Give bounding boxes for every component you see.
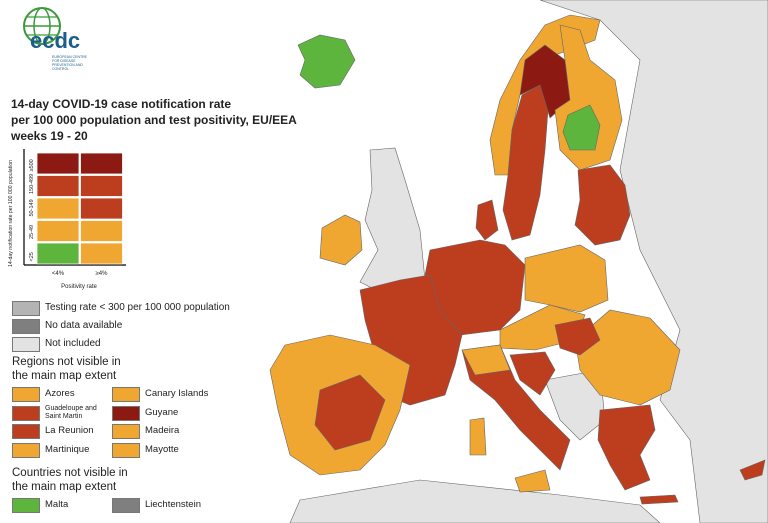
legend-label: Testing rate < 300 per 100 000 populatio… — [45, 302, 230, 313]
region-label: Madeira — [145, 425, 180, 436]
cyprus — [739, 459, 766, 481]
region-swatch — [12, 405, 40, 421]
region-label: La Reunion — [45, 425, 94, 436]
legend-panel: ecdc EUROPEAN CENTRE FOR DISEASE PREVENT… — [0, 0, 297, 523]
matrix: 14-day notification rate per 100 000 pop… — [8, 149, 126, 290]
row-label: 150-499 — [29, 174, 35, 194]
land-africa — [289, 479, 661, 523]
title-line: weeks 19 - 20 — [11, 129, 88, 143]
column-label: ≥4% — [96, 271, 109, 277]
crete — [639, 494, 679, 505]
region-label: Canary Islands — [145, 388, 209, 399]
croatia — [509, 351, 556, 396]
baltics — [574, 164, 631, 246]
legend-swatch — [12, 337, 40, 352]
title-line: per 100 000 population and test positivi… — [11, 113, 297, 127]
row-label: 25-49 — [29, 225, 35, 239]
sardinia — [469, 417, 487, 456]
region-swatch — [112, 442, 140, 458]
region-label: Martinique — [45, 443, 90, 455]
poland — [524, 244, 609, 313]
country-label: Malta — [45, 499, 69, 510]
legend-label: No data available — [45, 320, 123, 331]
region-label: Guadeloupe and Saint Martin — [45, 404, 97, 420]
row-label: 50-149 — [29, 199, 35, 216]
denmark — [475, 199, 499, 241]
row-label: <25 — [29, 252, 35, 261]
finland-centre — [562, 104, 601, 151]
matrix-x-label: Positivity rate — [61, 284, 97, 290]
romania — [574, 309, 681, 406]
matrix-cell — [80, 175, 123, 197]
logo-subtitle: EUROPEAN CENTRE FOR DISEASE PREVENTION A… — [52, 55, 88, 71]
matrix-cell — [36, 197, 80, 220]
matrix-cell — [36, 242, 80, 265]
greece — [597, 404, 656, 491]
ireland — [319, 214, 363, 266]
matrix-cell — [80, 220, 123, 242]
matrix-y-label: 14-day notification rate per 100 000 pop… — [8, 160, 14, 267]
iceland — [297, 34, 356, 89]
regions-heading: Regions not visible in the main map exte… — [12, 356, 121, 382]
region-swatch — [112, 424, 140, 439]
legend-swatch — [12, 319, 40, 334]
country-label: Liechtenstein — [145, 499, 201, 510]
italy-north — [461, 344, 511, 376]
matrix-cell — [80, 242, 123, 265]
matrix-cell — [80, 197, 123, 220]
matrix-cell — [36, 175, 80, 197]
matrix-cell — [36, 220, 80, 242]
region-label: Guyane — [145, 406, 179, 418]
region-label: Azores — [45, 388, 75, 399]
region-label: Mayotte — [145, 443, 179, 455]
row-label: ≥500 — [29, 159, 35, 171]
title-line: 14-day COVID-19 case notification rate — [11, 97, 232, 111]
sicily — [514, 469, 551, 493]
legend-swatch — [12, 301, 40, 316]
italy — [461, 344, 571, 471]
region-swatch — [112, 387, 140, 402]
logo-name: ecdc — [30, 28, 81, 53]
countries-heading: Countries not visible in the main map ex… — [12, 467, 128, 493]
legend-label: Not included — [45, 338, 101, 349]
hungary — [554, 317, 601, 356]
region-swatch — [12, 424, 40, 439]
matrix-cell — [80, 152, 123, 175]
logo-globe — [23, 7, 61, 45]
region-swatch — [112, 405, 140, 421]
country-swatch — [112, 498, 140, 513]
region-swatch — [12, 387, 40, 402]
matrix-cell — [36, 152, 80, 175]
spain-centre — [314, 374, 386, 451]
country-swatch — [12, 498, 40, 513]
column-label: <4% — [52, 271, 65, 277]
region-swatch — [12, 442, 40, 458]
